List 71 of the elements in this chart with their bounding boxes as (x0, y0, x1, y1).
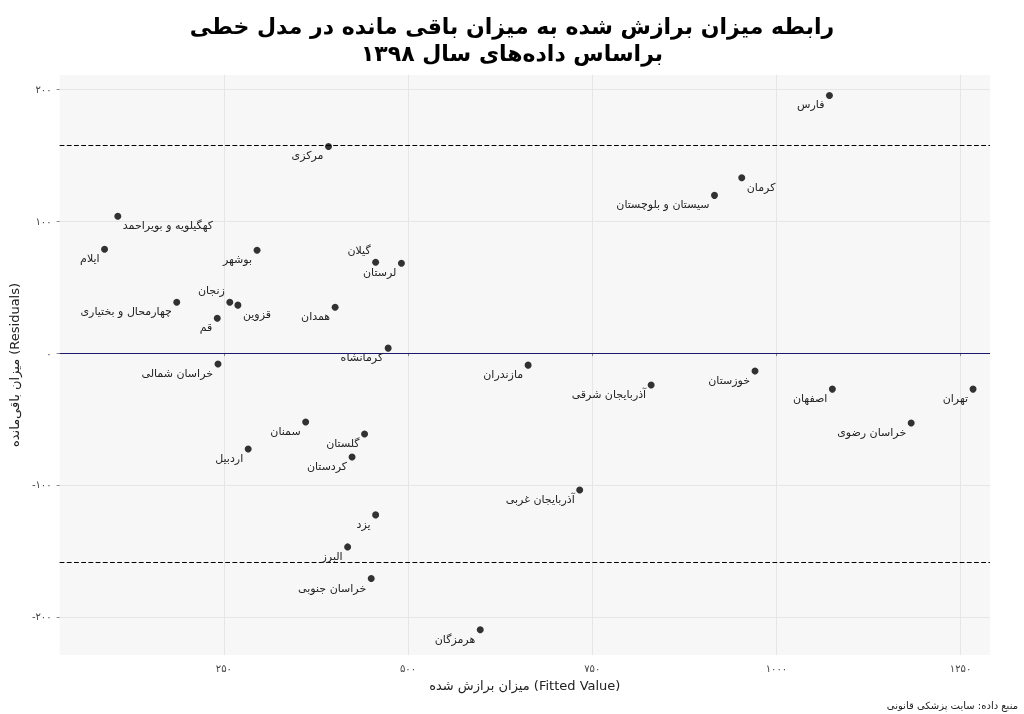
annotation: خراسان جنوبی (298, 581, 367, 595)
annotation: ایلام (80, 252, 100, 266)
point (738, 174, 746, 182)
text: منبع داده: سایت پزشکی قانونی (886, 699, 1019, 712)
point (344, 543, 352, 551)
point (234, 301, 242, 309)
annotation: لرستان (363, 266, 397, 280)
annotation: چهارمحال و بختیاری (80, 305, 172, 319)
point (367, 575, 375, 583)
point (828, 385, 836, 393)
annotation: سمنان (270, 425, 301, 439)
point (372, 511, 380, 519)
annotation: فارس (797, 98, 825, 112)
x-tick-label: ۲۵۰ (215, 662, 232, 674)
annotation: البرز (320, 549, 343, 563)
annotation: کردستان (306, 460, 348, 474)
point (524, 361, 532, 369)
point (825, 91, 833, 99)
x-axis-title: میزان برازش شده (Fitted Value) (429, 678, 621, 694)
y-axis-title: میزان باقی‌مانده (Residuals) (7, 282, 23, 448)
point (253, 246, 261, 254)
annotation: قم (199, 321, 213, 335)
point (302, 418, 310, 426)
point (711, 191, 718, 199)
annotation: مرکزی (291, 149, 324, 163)
annotation: قزوین (242, 308, 271, 322)
annotation: کرمان (746, 180, 777, 194)
point (213, 314, 221, 322)
annotation: بوشهر (221, 253, 253, 267)
point (907, 419, 915, 427)
y-tick-label: ۰ (46, 347, 52, 359)
x-tick-label: ۱۲۵۰ (949, 662, 972, 674)
x-tick-label: ۱۰۰۰ (765, 662, 788, 674)
annotation: آذربایجان شرقی (571, 387, 648, 402)
annotation: هرمزگان (434, 632, 476, 646)
annotation: تهران (942, 392, 969, 406)
point (361, 430, 369, 438)
annotation: کهگیلویه و بویراحمد (122, 219, 214, 233)
y-tick-label: ۱۰۰ (35, 215, 52, 227)
annotation: یزد (356, 517, 371, 531)
annotation: همدان (301, 310, 331, 324)
point (384, 344, 392, 352)
y-tick-label: ۲۰۰ (35, 84, 52, 95)
point (397, 259, 405, 267)
point (173, 298, 181, 306)
x-tick-label: ۵۰۰ (399, 662, 417, 674)
point (244, 445, 252, 453)
point (576, 486, 584, 494)
annotation: سیستان و بلوچستان (616, 198, 710, 212)
annotation: اردبیل (215, 451, 244, 465)
y-tick-label: -۱۰۰ (31, 479, 52, 491)
x-tick-label: ۷۵۰ (584, 662, 601, 674)
point (331, 303, 339, 311)
annotation: گیلان (347, 244, 372, 258)
annotation: گلستان (326, 437, 361, 451)
annotation: خراسان رضوی (837, 426, 907, 439)
annotation: خراسان شمالی (141, 367, 214, 381)
point (226, 298, 234, 306)
annotation: خوزستان (708, 374, 751, 388)
y-tick-label: -۲۰۰ (31, 611, 52, 623)
point (101, 245, 109, 253)
chart-title: رابطه میزان برازش شده به میزان باقی مانده در مدل خطی براساس داده‌های سال ۱۳۹۸ (189, 14, 835, 67)
annotation: مازندران (483, 368, 524, 382)
point (372, 258, 380, 266)
point (476, 626, 484, 634)
annotation: آذربایجان غربی (505, 491, 576, 506)
annotation: کرمانشاه (340, 351, 384, 365)
point (325, 142, 332, 150)
annotation: اصفهان (792, 392, 828, 406)
annotation: زنجان (197, 284, 225, 298)
point (114, 212, 122, 220)
